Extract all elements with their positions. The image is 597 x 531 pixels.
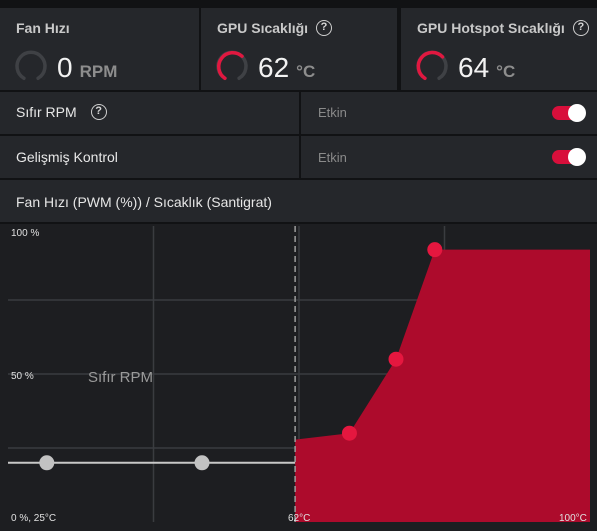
gpu-temp-panel: GPU Sıcaklığı ? 62 °C xyxy=(201,8,397,90)
gpu-temp-help-icon[interactable]: ? xyxy=(316,20,333,36)
y-tick-0: 0 %, 25°C xyxy=(11,513,56,524)
zero-rpm-point[interactable] xyxy=(194,455,210,471)
gpu-hotspot-title: GPU Hotspot Sıcaklığı ? xyxy=(417,20,589,36)
gpu-hotspot-panel: GPU Hotspot Sıcaklığı ? 64 °C xyxy=(401,8,597,90)
fan-curve-area xyxy=(295,249,590,522)
zero-rpm-row: Sıfır RPM ? xyxy=(0,92,299,134)
gpu-temp-title: GPU Sıcaklığı ? xyxy=(217,20,333,36)
gpu-temp-gauge-icon xyxy=(216,50,248,81)
fan-speed-gauge-icon xyxy=(15,50,47,81)
y-tick-100: 100 % xyxy=(11,228,39,239)
gpu-hotspot-value: 64 xyxy=(458,52,490,83)
zero-rpm-help-icon[interactable]: ? xyxy=(90,104,107,120)
gpu-temp-value: 62 xyxy=(258,52,290,83)
fan-curve-header: Fan Hızı (PWM (%)) / Sıcaklık (Santigrat… xyxy=(0,180,597,222)
zero-rpm-region-label: Sıfır RPM xyxy=(88,369,153,386)
zero-rpm-toggle[interactable] xyxy=(552,104,586,122)
fan-speed-panel: Fan Hızı 0 RPM xyxy=(0,8,199,90)
zero-rpm-state: Etkin xyxy=(318,105,347,120)
fan-speed-unit: RPM xyxy=(79,62,118,81)
curve-point[interactable] xyxy=(427,242,443,258)
fan-curve-chart[interactable]: Sıfır RPM 100 % 50 % 0 %, 25°C 62°C 100°… xyxy=(0,224,597,531)
x-tick-current: 62°C xyxy=(288,513,310,524)
zero-rpm-control: Etkin xyxy=(301,92,597,134)
curve-point[interactable] xyxy=(388,351,404,367)
zero-rpm-point[interactable] xyxy=(39,455,55,471)
advanced-control-state: Etkin xyxy=(318,150,347,165)
zero-rpm-label: Sıfır RPM xyxy=(16,104,77,120)
fan-curve-title: Fan Hızı (PWM (%)) / Sıcaklık (Santigrat… xyxy=(16,194,272,210)
gpu-hotspot-unit: °C xyxy=(496,62,516,81)
advanced-control-row: Gelişmiş Kontrol xyxy=(0,136,299,178)
advanced-control-toggle[interactable] xyxy=(552,148,586,166)
advanced-control-label: Gelişmiş Kontrol xyxy=(16,149,118,165)
fan-curve-svg[interactable]: Sıfır RPM 100 % 50 % 0 %, 25°C 62°C 100°… xyxy=(0,224,597,531)
advanced-control-toggle-knob xyxy=(568,148,586,166)
advanced-control-control: Etkin xyxy=(301,136,597,178)
x-tick-100: 100°C xyxy=(559,513,587,524)
y-tick-50: 50 % xyxy=(11,371,34,382)
curve-point[interactable] xyxy=(341,425,357,441)
gpu-hotspot-help-icon[interactable]: ? xyxy=(572,20,589,36)
zero-rpm-toggle-knob xyxy=(568,104,586,122)
gpu-temp-unit: °C xyxy=(296,62,316,81)
fan-speed-title: Fan Hızı xyxy=(16,20,70,36)
gpu-hotspot-gauge-icon xyxy=(416,50,448,81)
fan-speed-value: 0 xyxy=(57,52,73,83)
